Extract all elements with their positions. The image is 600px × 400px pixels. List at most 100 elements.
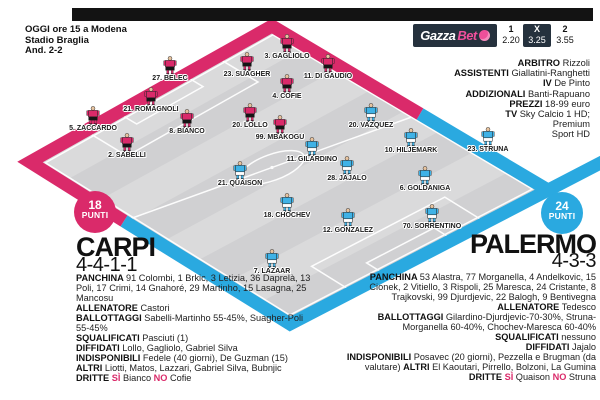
player-marker-palermo: 12. GONZALEZ [316,208,380,235]
palermo-points-label: PUNTI [548,211,576,221]
player-marker-palermo: 7. LAZAAR [240,249,304,276]
officials-line: Sport HD [551,129,590,140]
officials-line: ASSISTENTI Giallatini-Ranghetti [454,68,590,79]
player-figure-icon [280,74,294,93]
player-label: 11. DI GAUDIO [303,73,353,80]
player-label: 20. LOLLO [232,122,268,129]
palermo-half-border [120,108,600,332]
odds-home-label: 1 [508,24,514,34]
player-figure-icon [180,109,194,128]
palermo-points-value: 24 [555,199,569,213]
team-info-line: DIFFIDATI Jajalo [525,342,596,352]
team-info-line: SQUALIFICATI Pasciuti (1) [76,333,189,343]
player-label: 70. SORRENTINO [402,223,462,230]
player-marker-palermo: 70. SORRENTINO [400,204,464,231]
match-info-line: OGGI ore 15 a Modena [25,24,127,35]
player-label: 23. STRUNA [467,146,509,153]
officials-line: TV Sky Calcio 1 HD; [505,109,590,120]
team-info-line: BALLOTTAGGI Gilardino-Djurdjevic-70-30%,… [377,312,596,332]
player-marker-carpi: 11. DI GAUDIO [296,54,360,81]
player-figure-icon [321,54,335,73]
player-figure-icon [243,103,257,122]
player-label: 3. GAGLIOLO [264,53,310,60]
team-info-line: PANCHINA 53 Alastra, 77 Morganella, 4 An… [369,272,596,302]
odds-draw-label: X [533,24,540,34]
player-figure-icon [305,137,319,156]
officials-line: ADDIZIONALI Banti-Rapuano [465,88,590,99]
carpi-points-label: PUNTI [81,210,109,220]
player-figure-icon [280,193,294,212]
team-info-line: BALLOTTAGGI Sabelli-Martinho 55-45%, Sua… [76,313,304,333]
player-marker-palermo: 21. QUAISON [208,161,272,188]
player-label: 12. GONZALEZ [322,227,374,234]
player-label: 21. QUAISON [217,180,263,187]
player-marker-carpi: 4. COFIE [255,74,319,101]
odds-away-label: 2 [562,24,568,34]
team-info-line: ALLENATORE Tedesco [497,302,596,312]
team-info-line: DRITTE SÌ Bianco NO Cofie [76,373,192,383]
officials-list: ARBITRO Rizzoli ASSISTENTI Giallatini-Ran… [454,58,590,140]
carpi-goal-area [117,74,205,125]
gazzabet-logo-bet: Bet [457,28,477,43]
player-figure-icon [163,56,177,75]
player-label: 28. JAJALO [327,175,367,182]
player-figure-icon [481,127,495,146]
player-figure-icon [233,161,247,180]
officials-line: IV De Pinto [542,78,590,89]
carpi-team-name: CARPI [76,232,156,262]
team-info-line: INDISPONIBILI Fedele (40 giorni), De Guz… [76,353,288,363]
team-info-line: PANCHINA 91 Colombi, 1 Brkic, 3 Letizia,… [76,273,311,303]
team-info-line: DIFFIDATI Lollo, Gagliolo, Gabriel Silva [76,343,238,353]
player-marker-carpi: 5. ZACCARDO [61,106,125,133]
gazzabet-ball-icon [478,30,490,41]
odds-draw: X 3.25 [523,24,551,47]
palermo-penalty-area [310,196,486,293]
odds-away: 2 3.55 [551,24,579,47]
player-label: 7. LAZAAR [253,268,291,275]
player-marker-palermo: 11. GILARDINO [280,137,344,164]
player-marker-carpi: 27. BELEC [138,56,202,83]
palermo-formation: 4-3-3 [551,250,597,272]
team-info-line: INDISPONIBILI Posavec (20 giorni), Pezze… [346,352,596,372]
team-info-line: ALLENATORE Castori [76,303,170,313]
odds-home-value: 2.20 [502,35,520,45]
team-info-line: ALTRI Liotti, Matos, Lazzari, Gabriel Si… [76,363,282,373]
player-figure-icon [144,87,158,106]
player-label: 10. HILJEMARK [384,147,438,154]
officials-line: Premium [552,119,590,130]
player-label: 21. ROMAGNOLI [123,106,179,113]
carpi-penalty-area [85,56,260,157]
player-label: 27. BELEC [152,75,188,82]
player-figure-icon [364,103,378,122]
player-marker-carpi: 99. MBAKOGU [248,115,312,142]
palermo-points-badge: 24 PUNTI [541,192,583,234]
pitch-mow-stripes [62,46,548,324]
gazzabet-logo: Gazza Bet [413,24,497,47]
player-marker-palermo: 23. STRUNA [456,127,520,154]
player-figure-icon [273,115,287,134]
player-marker-carpi: 2. SABELLI [95,133,159,160]
carpi-points-value: 18 [88,198,102,212]
palermo-team-name: PALERMO [470,229,597,259]
odds-away-value: 3.55 [556,35,574,45]
officials-line: ARBITRO Rizzoli [517,58,590,68]
player-figure-icon [418,166,432,185]
player-marker-carpi: 23. SUAGHER [215,52,279,79]
player-label: 5. ZACCARDO [69,125,117,132]
player-figure-icon [120,133,134,152]
carpi-points-badge: 18 PUNTI [74,191,116,233]
gazzabet-logo-gazza: Gazza [420,28,456,43]
odds-draw-value: 3.25 [528,35,546,45]
player-marker-carpi: 3. GAGLIOLO [255,34,319,61]
officials-line: PREZZI 18-99 euro [509,98,590,109]
player-label: 20. VAZQUEZ [348,122,394,129]
player-marker-palermo: 18. CHOCHEV [255,193,319,220]
team-info-line: DRITTE SÌ Quaison NO Struna [468,372,596,382]
match-info-line: And. 2-2 [25,45,63,56]
player-label: 11. GILARDINO [286,156,338,163]
player-marker-carpi: 21. ROMAGNOLI [119,87,183,114]
top-bar [72,8,593,21]
player-marker-carpi: 8. BIANCO [155,109,219,136]
player-figure-icon [265,249,279,268]
carpi-formation: 4-4-1-1 [76,254,137,276]
